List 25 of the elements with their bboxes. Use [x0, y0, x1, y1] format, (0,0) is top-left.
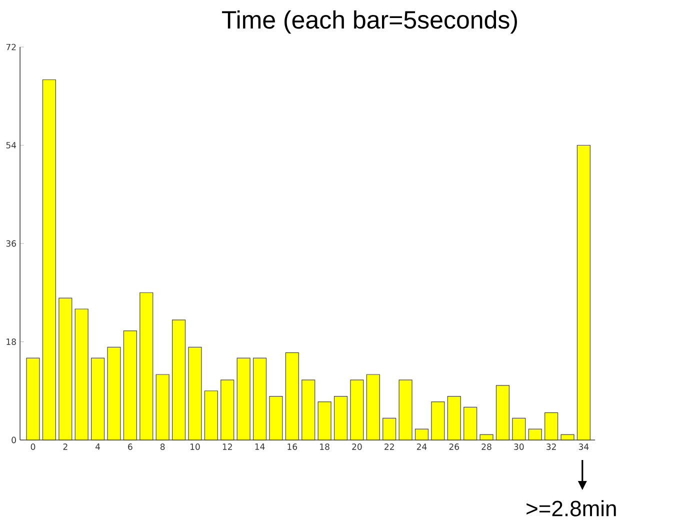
x-tick-label: 22 — [384, 444, 394, 450]
x-tick-label: 32 — [546, 444, 556, 450]
x-tick-label: 28 — [482, 444, 492, 450]
x-tick-label: 30 — [514, 444, 524, 450]
x-tick-label: 14 — [255, 444, 265, 450]
x-tick-label: 34 — [578, 444, 589, 450]
x-tick-label: 2 — [63, 444, 68, 450]
x-tick-label: 6 — [128, 444, 132, 450]
x-tick-label: 4 — [96, 444, 100, 450]
text: >=2.8min — [526, 500, 616, 516]
x-tick-label: 20 — [352, 444, 362, 450]
y-tick-label: 36 — [6, 240, 16, 247]
x-tick-label: 8 — [160, 444, 165, 450]
x-tick-label: 26 — [449, 444, 460, 450]
x-tick-label: 0 — [30, 444, 36, 450]
y-tick-label: 0 — [12, 436, 16, 444]
x-tick-label: 16 — [288, 444, 298, 450]
x-tick-label: 12 — [222, 444, 232, 450]
y-tick-label: 18 — [6, 338, 16, 345]
y-tick-label: 72 — [6, 44, 16, 50]
x-tick-label: 10 — [190, 444, 200, 450]
x-tick-label: 24 — [416, 444, 427, 450]
y-tick-label: 54 — [6, 142, 16, 148]
chart-title: Time (each bar=5seconds) — [222, 10, 517, 34]
x-tick-label: 18 — [320, 444, 330, 450]
